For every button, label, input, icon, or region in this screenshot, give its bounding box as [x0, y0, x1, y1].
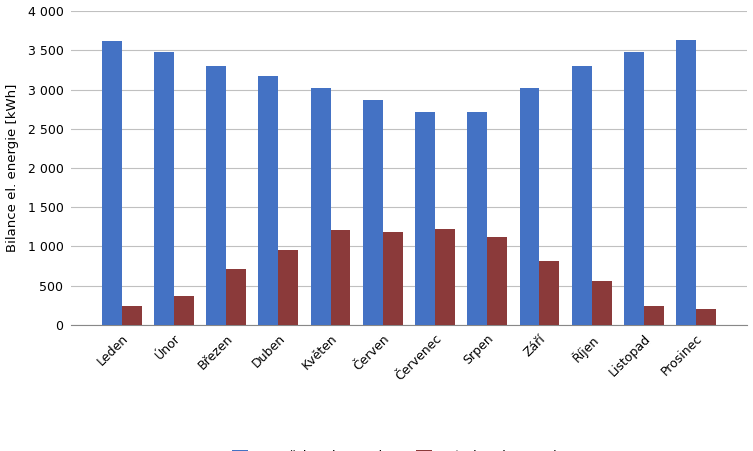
Bar	[415, 111, 435, 325]
Bar	[279, 250, 298, 325]
Bar	[226, 269, 246, 325]
Bar	[331, 230, 350, 325]
Bar	[487, 237, 507, 325]
Bar	[592, 281, 611, 325]
Bar	[102, 41, 122, 325]
Bar	[154, 52, 174, 325]
Bar	[363, 100, 383, 325]
Bar	[572, 66, 592, 325]
Y-axis label: Bilance el. energie [kWh]: Bilance el. energie [kWh]	[6, 84, 20, 252]
Bar	[122, 306, 142, 325]
Bar	[697, 309, 716, 325]
Bar	[435, 229, 455, 325]
Bar	[383, 232, 403, 325]
Bar	[206, 66, 226, 325]
Bar	[676, 40, 697, 325]
Bar	[539, 261, 559, 325]
Bar	[258, 76, 279, 325]
Bar	[468, 111, 487, 325]
Bar	[520, 88, 539, 325]
Bar	[644, 306, 664, 325]
Bar	[624, 52, 644, 325]
Bar	[311, 88, 331, 325]
Bar	[174, 296, 194, 325]
